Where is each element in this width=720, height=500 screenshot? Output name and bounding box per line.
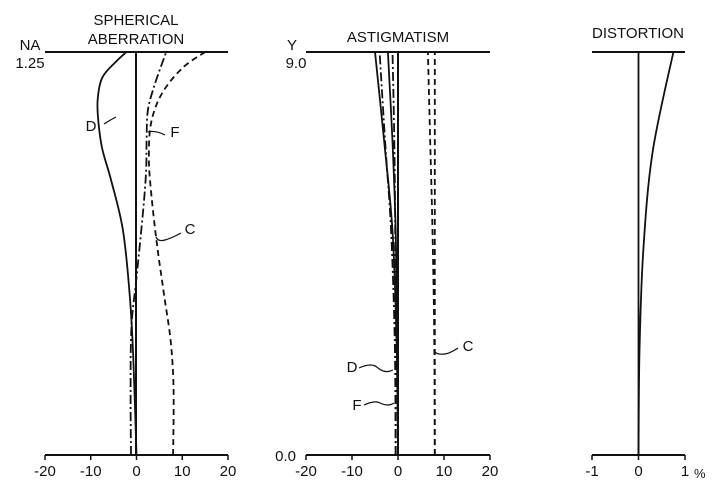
sa-y-max-label: 1.25 [15, 55, 44, 72]
sa-x-tick-label: 10 [174, 463, 191, 480]
ast-y-min-label: 0.0 [275, 448, 296, 465]
sa-curve-d [96, 51, 138, 456]
sa-x-ticks: -20 -10 0 10 20 [34, 455, 236, 480]
sa-leader-c [155, 232, 182, 242]
sa-curve-f [129, 51, 168, 456]
sa-x-tick-label: -20 [34, 463, 56, 480]
dist-x-ticks: -1 0 1 [585, 455, 689, 480]
sa-curve-label-d: D [86, 118, 97, 135]
dist-curve-series-0 [637, 51, 675, 456]
ast-x-tick-label: 0 [394, 463, 402, 480]
ast-x-tick-label: -10 [341, 463, 363, 480]
ast-leader-f [363, 401, 395, 406]
dist-title: DISTORTION [592, 25, 684, 42]
ast-leader-c [433, 347, 459, 355]
sa-y-label: NA [20, 37, 41, 54]
spherical-aberration-panel: SPHERICAL ABERRATION NA 1.25 -20 -10 0 10 20… [15, 12, 236, 480]
ast-curve-f [391, 51, 397, 456]
ast-curve-label-f: F [352, 397, 361, 414]
ast-curve-c [427, 51, 436, 456]
sa-curve-c [147, 51, 206, 456]
dist-x-tick-label: 1 [681, 463, 689, 480]
ast-curve-label-d: D [347, 359, 358, 376]
dist-x-unit: % [694, 466, 706, 481]
astigmatism-panel: ASTIGMATISM Y 9.0 0.0 -20 -10 0 10 20 D F C [275, 29, 498, 480]
ast-title: ASTIGMATISM [347, 29, 449, 46]
sa-leader-f [147, 130, 166, 136]
ast-y-max-label: 9.0 [286, 55, 307, 72]
sa-leader-d [103, 116, 117, 125]
sa-title-line-2: ABERRATION [88, 31, 184, 48]
ast-x-ticks: -20 -10 0 10 20 [295, 455, 498, 480]
sa-x-tick-label: 20 [220, 463, 237, 480]
ast-x-tick-label: -20 [295, 463, 317, 480]
sa-curve-label-f: F [170, 124, 179, 141]
sa-x-tick-label: -10 [80, 463, 102, 480]
ast-curves [374, 51, 436, 456]
dist-x-tick-label: -1 [585, 463, 598, 480]
sa-x-tick-label: 0 [132, 463, 140, 480]
ast-x-tick-label: 20 [482, 463, 499, 480]
sa-curve-label-c: C [185, 221, 196, 238]
distortion-panel: DISTORTION -1 0 1 % [585, 25, 706, 481]
ast-curve-label-c: C [463, 338, 474, 355]
dist-x-tick-label: 0 [634, 463, 642, 480]
sa-title-line-1: SPHERICAL [93, 12, 178, 29]
dist-curves [637, 51, 675, 456]
sa-curves [96, 51, 206, 456]
ast-leader-d [358, 364, 394, 373]
ast-y-label: Y [287, 37, 297, 54]
ast-x-tick-label: 10 [436, 463, 453, 480]
